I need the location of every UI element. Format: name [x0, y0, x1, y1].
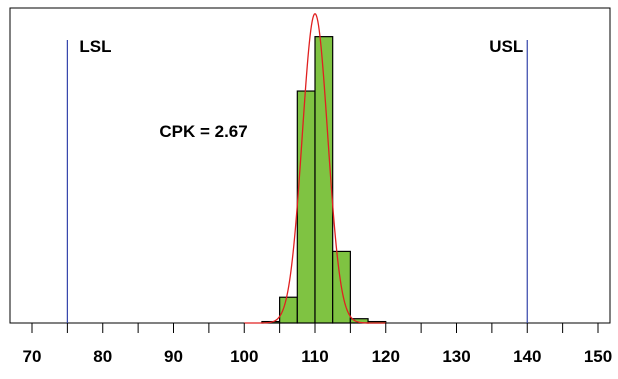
- x-tick-label: 80: [93, 347, 112, 366]
- x-tick-label: 150: [584, 347, 612, 366]
- x-tick-label: 90: [164, 347, 183, 366]
- x-tick-label: 130: [442, 347, 470, 366]
- limit-label-usl: USL: [489, 37, 523, 56]
- histogram-bar: [296, 90, 316, 324]
- histogram-bar: [349, 318, 369, 324]
- histogram-bar: [314, 36, 334, 324]
- x-tick-label: 120: [372, 347, 400, 366]
- normal-fit-curve: [244, 12, 386, 324]
- x-tick-label: 70: [23, 347, 42, 366]
- x-tick-label: 140: [513, 347, 541, 366]
- x-tick-label: 110: [301, 347, 328, 366]
- x-tick-label: 100: [230, 347, 258, 366]
- limit-label-lsl: LSL: [79, 37, 111, 56]
- cpk-annotation: CPK = 2.67: [159, 122, 247, 141]
